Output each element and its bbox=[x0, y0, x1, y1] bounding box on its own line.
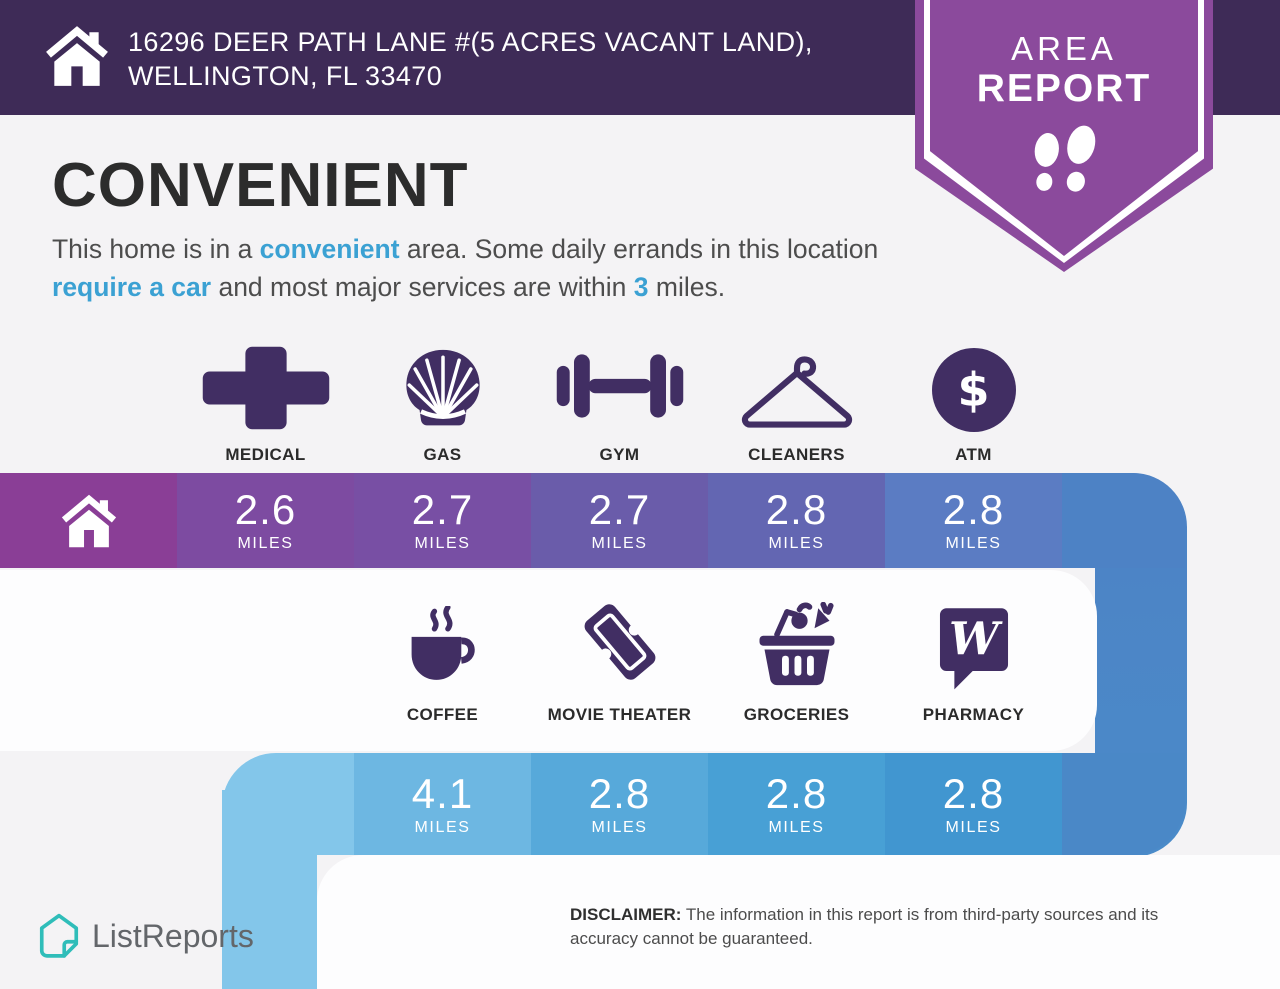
distance-unit: MILES bbox=[591, 818, 648, 836]
summary-part-2: area. Some daily errands in this locatio… bbox=[399, 234, 879, 264]
distance-band-row2: 4.1 MILES 2.8 MILES 2.8 MILES 2.8 MILES bbox=[222, 753, 1185, 855]
category-gym: GYM bbox=[531, 338, 708, 465]
distance-cell-gym: 2.7 MILES bbox=[531, 473, 708, 568]
summary-part-4: miles. bbox=[648, 272, 726, 302]
bottom-white-panel bbox=[317, 855, 1280, 989]
category-label: CLEANERS bbox=[748, 445, 845, 464]
footprints-icon bbox=[1020, 120, 1108, 220]
distance-unit: MILES bbox=[768, 535, 825, 552]
category-atm: $ ATM bbox=[885, 338, 1062, 465]
badge-line-2: REPORT bbox=[976, 67, 1152, 110]
distance-value: 2.8 bbox=[588, 769, 651, 817]
summary-highlight-2: require a car bbox=[52, 272, 212, 302]
property-address: 16296 DEER PATH LANE #(5 ACRES VACANT LA… bbox=[128, 25, 813, 93]
medical-cross-icon bbox=[200, 338, 332, 432]
walgreens-w-glyph: W bbox=[949, 613, 1003, 665]
distance-value: 4.1 bbox=[411, 769, 474, 817]
category-label: COFFEE bbox=[406, 705, 479, 724]
category-coffee: COFFEE bbox=[354, 598, 531, 725]
category-cleaners: CLEANERS bbox=[708, 338, 885, 465]
summary-part-3: and most major services are within bbox=[211, 272, 634, 302]
home-icon bbox=[44, 24, 110, 90]
disclaimer-label: DISCLAIMER: bbox=[570, 905, 682, 924]
ribbon-tail bbox=[222, 790, 317, 989]
category-label: MOVIE THEATER bbox=[547, 705, 692, 724]
distance-cell-medical: 2.6 MILES bbox=[177, 473, 354, 568]
badge-line-1: AREA bbox=[1011, 30, 1117, 67]
summary-text: This home is in a convenient area. Some … bbox=[52, 230, 902, 306]
distance-unit: MILES bbox=[237, 535, 294, 552]
category-groceries: GROCERIES bbox=[708, 598, 885, 725]
category-label: GAS bbox=[423, 445, 462, 464]
category-label: MEDICAL bbox=[225, 445, 306, 464]
page-title: CONVENIENT bbox=[52, 151, 469, 220]
summary-highlight-1: convenient bbox=[259, 234, 400, 264]
listreports-logo: ListReports bbox=[38, 913, 254, 959]
dollar-symbol: $ bbox=[957, 363, 990, 417]
distance-unit: MILES bbox=[768, 818, 825, 836]
movie-ticket-icon bbox=[570, 598, 670, 692]
listreports-logo-icon bbox=[39, 913, 79, 958]
distance-value: 2.8 bbox=[765, 486, 828, 533]
distance-cell-cleaners: 2.8 MILES bbox=[708, 473, 885, 568]
category-label: ATM bbox=[955, 445, 992, 464]
distance-value: 2.7 bbox=[411, 486, 474, 533]
distance-unit: MILES bbox=[945, 818, 1002, 836]
distance-value: 2.6 bbox=[234, 486, 297, 533]
category-label: PHARMACY bbox=[922, 705, 1025, 724]
distance-value: 2.7 bbox=[588, 486, 651, 533]
distance-value: 2.8 bbox=[765, 769, 828, 817]
shell-gas-icon bbox=[396, 338, 490, 432]
distance-cell-groceries: 2.8 MILES bbox=[708, 753, 885, 855]
middle-white-panel bbox=[0, 570, 1097, 751]
distance-value: 2.8 bbox=[942, 486, 1005, 533]
distance-value: 2.8 bbox=[942, 769, 1005, 817]
category-movie-theater: MOVIE THEATER bbox=[531, 598, 708, 725]
hanger-icon bbox=[738, 338, 856, 432]
ribbon-wrap-right bbox=[1062, 473, 1185, 568]
distance-cell-pharmacy: 2.8 MILES bbox=[885, 753, 1062, 855]
walgreens-w-icon: W bbox=[932, 598, 1016, 692]
distance-band-row1: 2.6 MILES 2.7 MILES 2.7 MILES 2.8 MILES … bbox=[0, 473, 1185, 568]
category-gas: GAS bbox=[354, 338, 531, 465]
distance-cell-movie-theater: 2.8 MILES bbox=[531, 753, 708, 855]
address-line-1: 16296 DEER PATH LANE #(5 ACRES VACANT LA… bbox=[128, 27, 813, 57]
address-line-2: WELLINGTON, FL 33470 bbox=[128, 61, 443, 91]
distance-cell-coffee: 4.1 MILES bbox=[354, 753, 531, 855]
category-pharmacy: W PHARMACY bbox=[885, 598, 1062, 725]
area-report-badge: AREA REPORT bbox=[915, 0, 1213, 272]
dollar-circle-icon: $ bbox=[931, 338, 1016, 432]
distance-unit: MILES bbox=[414, 535, 471, 552]
category-label: GYM bbox=[599, 445, 640, 464]
disclaimer-text: The information in this report is from t… bbox=[570, 905, 1159, 948]
dumbbell-icon bbox=[551, 338, 689, 432]
coffee-cup-icon bbox=[394, 598, 491, 692]
summary-part-1: This home is in a bbox=[52, 234, 260, 264]
distance-unit: MILES bbox=[414, 818, 471, 836]
summary-highlight-3: 3 bbox=[633, 272, 649, 302]
distance-unit: MILES bbox=[591, 535, 648, 552]
distance-unit: MILES bbox=[945, 535, 1002, 552]
grocery-basket-icon bbox=[752, 598, 842, 692]
distance-cell-atm: 2.8 MILES bbox=[885, 473, 1062, 568]
brand-name: ListReports bbox=[92, 917, 254, 954]
ribbon-wrap-right-bottom bbox=[1062, 753, 1185, 855]
category-medical: MEDICAL bbox=[177, 338, 354, 465]
disclaimer: DISCLAIMER: The information in this repo… bbox=[570, 903, 1230, 951]
origin-home-cell bbox=[0, 473, 177, 568]
category-label: GROCERIES bbox=[743, 705, 850, 724]
distance-cell-gas: 2.7 MILES bbox=[354, 473, 531, 568]
